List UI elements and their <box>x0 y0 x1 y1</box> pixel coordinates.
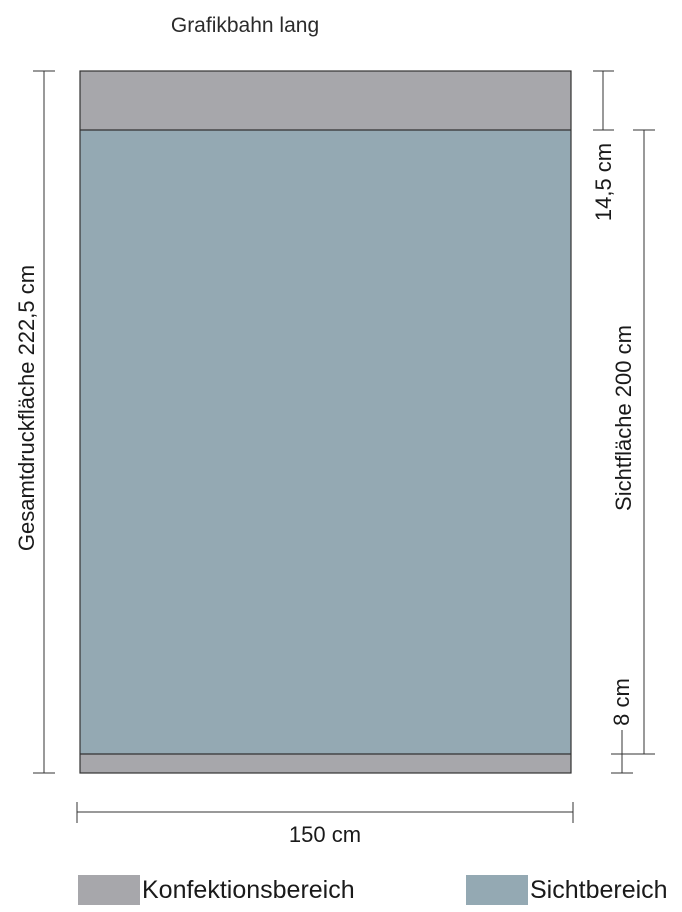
total-height-dimension <box>33 70 55 774</box>
legend-konfektion: Konfektionsbereich <box>78 874 355 906</box>
bottom-margin-dimension <box>611 730 633 774</box>
banner-outline <box>79 70 572 774</box>
sicht-legend-label: Sichtbereich <box>530 875 668 904</box>
legend-sicht: Sichtbereich <box>466 874 668 906</box>
top-margin-dimension <box>593 70 614 131</box>
width-label: 150 cm <box>288 822 362 847</box>
top-margin-label: 14,5 cm <box>591 142 616 222</box>
bottom-margin-label: 8 cm <box>609 678 634 726</box>
konfektion-legend-label: Konfektionsbereich <box>142 875 355 904</box>
sicht-swatch <box>466 875 528 905</box>
top-finishing-area <box>80 71 571 130</box>
visible-area <box>80 130 571 754</box>
bottom-finishing-area <box>80 754 571 773</box>
konfektion-swatch <box>78 875 140 905</box>
diagram-title: Grafikbahn lang <box>170 14 320 37</box>
visible-height-dimension <box>633 129 655 755</box>
visible-height-label: Sichtfläche 200 cm <box>611 325 636 511</box>
total-height-label: Gesamtdruckfläche 222,5 cm <box>14 264 39 552</box>
width-dimension <box>76 802 574 823</box>
